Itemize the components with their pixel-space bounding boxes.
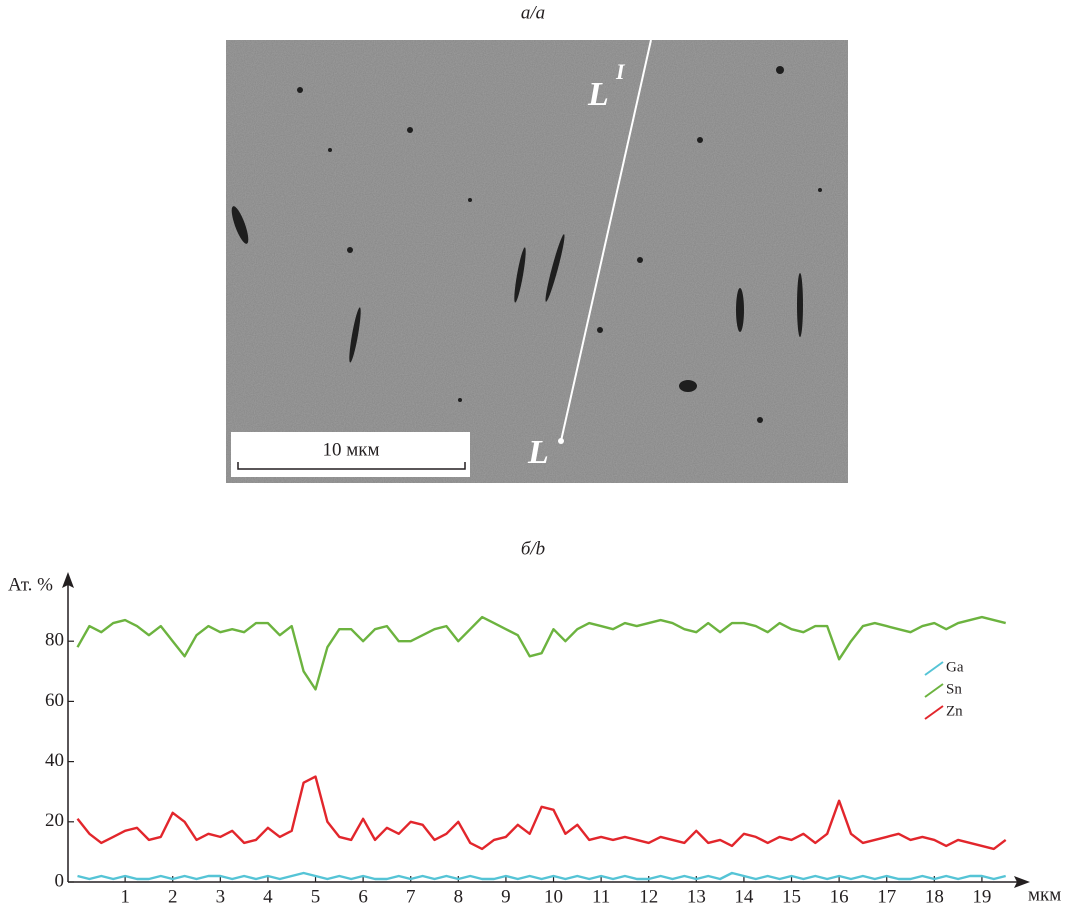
x-tick-label: 2 xyxy=(168,886,178,907)
legend-swatch xyxy=(925,684,943,697)
line-end-superscript: I xyxy=(615,59,626,84)
x-tick-label: 15 xyxy=(782,886,801,907)
x-tick-label: 8 xyxy=(454,886,464,907)
x-tick-label: 19 xyxy=(972,886,991,907)
x-tick-label: 16 xyxy=(830,886,849,907)
line-start-label: L xyxy=(527,434,549,471)
legend-label: Ga xyxy=(946,659,964,675)
x-tick-label: 17 xyxy=(877,886,896,907)
series-line xyxy=(78,777,1006,849)
x-tick-label: 7 xyxy=(406,886,416,907)
y-tick-label: 20 xyxy=(45,810,64,831)
legend-swatch xyxy=(925,706,943,719)
x-tick-label: 12 xyxy=(639,886,658,907)
x-axis-label: мкм xyxy=(1028,884,1061,905)
micrograph xyxy=(226,40,848,483)
panel-label: а/a xyxy=(521,2,545,23)
legend-swatch xyxy=(925,662,943,675)
x-tick-label: 14 xyxy=(734,886,754,907)
page: а/a 10 мкм L L I б/b Ат. % мкм 0 20 40 60 80… xyxy=(0,0,1068,912)
x-tick-label: 1 xyxy=(120,886,130,907)
x-tick-label: 4 xyxy=(263,886,273,907)
line-end-label: L xyxy=(587,76,609,113)
y-tick-label: 80 xyxy=(45,630,64,651)
axis-arrows xyxy=(62,572,1030,888)
legend-label: Zn xyxy=(946,703,963,719)
x-tick-label: 11 xyxy=(592,886,610,907)
x-tick-label: 9 xyxy=(501,886,511,907)
y-tick-label: 0 xyxy=(55,870,65,891)
x-tick-label: 5 xyxy=(311,886,321,907)
x-tick-label: 6 xyxy=(358,886,368,907)
y-tick-label: 60 xyxy=(45,690,64,711)
y-axis-label: Ат. % xyxy=(8,574,53,595)
x-tick-label: 13 xyxy=(687,886,706,907)
series-line xyxy=(78,873,1006,879)
x-tick-label: 3 xyxy=(216,886,226,907)
figure: а/a 10 мкм L L I б/b Ат. % мкм 0 20 40 60 80… xyxy=(0,0,1068,912)
y-tick-label: 40 xyxy=(45,750,64,771)
scale-bar-label: 10 мкм xyxy=(322,439,379,460)
chart-title: б/b xyxy=(521,538,545,559)
series-line xyxy=(78,617,1006,689)
x-tick-label: 10 xyxy=(544,886,563,907)
x-tick-label: 18 xyxy=(925,886,944,907)
legend-label: Sn xyxy=(946,681,962,697)
